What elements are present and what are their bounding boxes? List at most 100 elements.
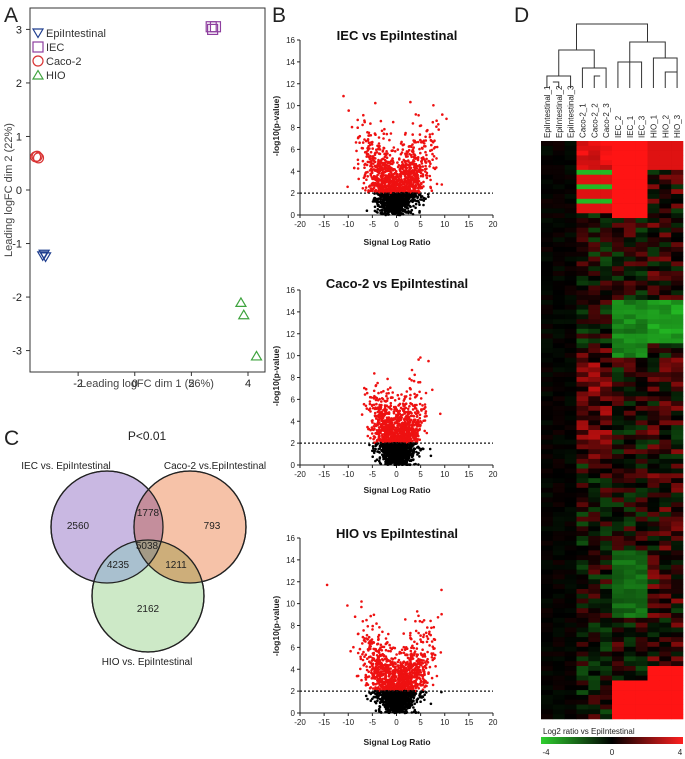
volcano-point — [428, 174, 432, 178]
volcano-point — [398, 409, 402, 413]
volcano-point — [415, 647, 419, 650]
volcano-point — [379, 205, 383, 209]
volcano-point — [412, 404, 415, 408]
volcano-point — [352, 645, 355, 649]
volcano-point — [410, 423, 413, 427]
volcano-point — [382, 645, 386, 649]
volcano-point — [429, 454, 433, 458]
volcano-point — [411, 200, 414, 204]
volcano-point — [418, 163, 421, 167]
volcano-point — [404, 422, 408, 426]
volcano-point — [414, 202, 418, 206]
volcano-point — [372, 389, 376, 393]
volcano-point — [388, 169, 391, 173]
volcano-point — [426, 661, 430, 664]
volcano-point — [423, 652, 426, 656]
volcano-point — [376, 185, 379, 188]
volcano-y-tick-label: 0 — [291, 211, 296, 220]
volcano-point — [435, 119, 438, 122]
volcano-point — [361, 141, 365, 144]
volcano-point — [391, 391, 395, 394]
volcano-point — [418, 413, 422, 417]
volcano-point — [384, 165, 387, 168]
volcano-point — [368, 643, 372, 647]
volcano-point — [391, 179, 395, 182]
volcano-point — [418, 124, 422, 128]
volcano-point — [413, 650, 417, 653]
volcano-point — [405, 463, 409, 467]
volcano-point — [405, 439, 408, 442]
volcano-point — [413, 640, 416, 644]
volcano-point — [384, 169, 387, 173]
volcano-x-tick-label: 10 — [440, 220, 449, 229]
volcano-point — [382, 132, 386, 135]
mds-y-tick-label: -3 — [12, 346, 22, 358]
volcano-point — [408, 187, 412, 190]
volcano-point — [398, 202, 402, 206]
volcano-x-tick-label: 15 — [464, 220, 473, 229]
volcano-point — [437, 123, 440, 126]
volcano-point — [365, 152, 369, 156]
volcano-point — [409, 387, 412, 391]
volcano-point — [412, 379, 416, 383]
volcano-point — [383, 193, 387, 197]
volcano-point — [369, 164, 373, 167]
volcano-point — [402, 196, 406, 200]
volcano-caco-x-title: Signal Log Ratio — [363, 485, 430, 495]
volcano-point — [417, 421, 421, 425]
panel-letter-d: D — [514, 4, 529, 27]
volcano-point — [373, 132, 377, 135]
volcano-point — [369, 436, 372, 440]
volcano-point — [389, 208, 392, 212]
volcano-point — [405, 680, 408, 684]
volcano-point — [380, 168, 384, 172]
volcano-point — [411, 197, 415, 201]
volcano-point — [401, 160, 404, 164]
panel-letter-b: B — [272, 4, 286, 27]
volcano-point — [354, 141, 358, 144]
volcano-point — [364, 684, 368, 687]
volcano-point — [392, 425, 396, 429]
volcano-point — [419, 449, 422, 452]
volcano-point — [356, 158, 360, 162]
volcano-point — [416, 661, 420, 665]
volcano-point — [387, 412, 391, 416]
legend-marker-hio — [31, 69, 45, 80]
volcano-point — [424, 150, 427, 154]
volcano-point — [371, 419, 374, 422]
volcano-point — [417, 358, 420, 361]
volcano-point — [384, 186, 388, 190]
volcano-point — [402, 180, 405, 183]
volcano-point — [418, 390, 421, 394]
volcano-point — [381, 423, 384, 427]
volcano-point — [376, 208, 380, 211]
volcano-point — [380, 400, 383, 403]
volcano-point — [393, 168, 397, 171]
volcano-point — [423, 419, 427, 422]
volcano-point — [425, 167, 428, 171]
volcano-point — [368, 665, 372, 669]
volcano-point — [400, 429, 404, 432]
volcano-point — [387, 182, 391, 186]
volcano-y-tick-label: 10 — [286, 600, 295, 609]
volcano-point — [362, 176, 366, 180]
volcano-point — [407, 145, 411, 148]
volcano-point — [410, 431, 414, 434]
volcano-point — [386, 450, 389, 454]
volcano-caco-y-title: -log10(p-value) — [271, 346, 281, 407]
volcano-point — [406, 407, 410, 411]
volcano-point — [432, 166, 435, 170]
mds-y-tick-label: 0 — [16, 185, 22, 197]
volcano-point — [398, 418, 401, 421]
volcano-point — [423, 693, 427, 696]
volcano-point — [414, 157, 417, 160]
volcano-point — [415, 393, 419, 397]
volcano-point — [412, 447, 416, 450]
mds-y-tick-label: 3 — [16, 24, 22, 36]
volcano-point — [406, 155, 409, 158]
volcano-point — [386, 200, 390, 204]
volcano-point — [400, 151, 404, 154]
volcano-point — [342, 94, 345, 98]
volcano-point — [391, 175, 395, 178]
